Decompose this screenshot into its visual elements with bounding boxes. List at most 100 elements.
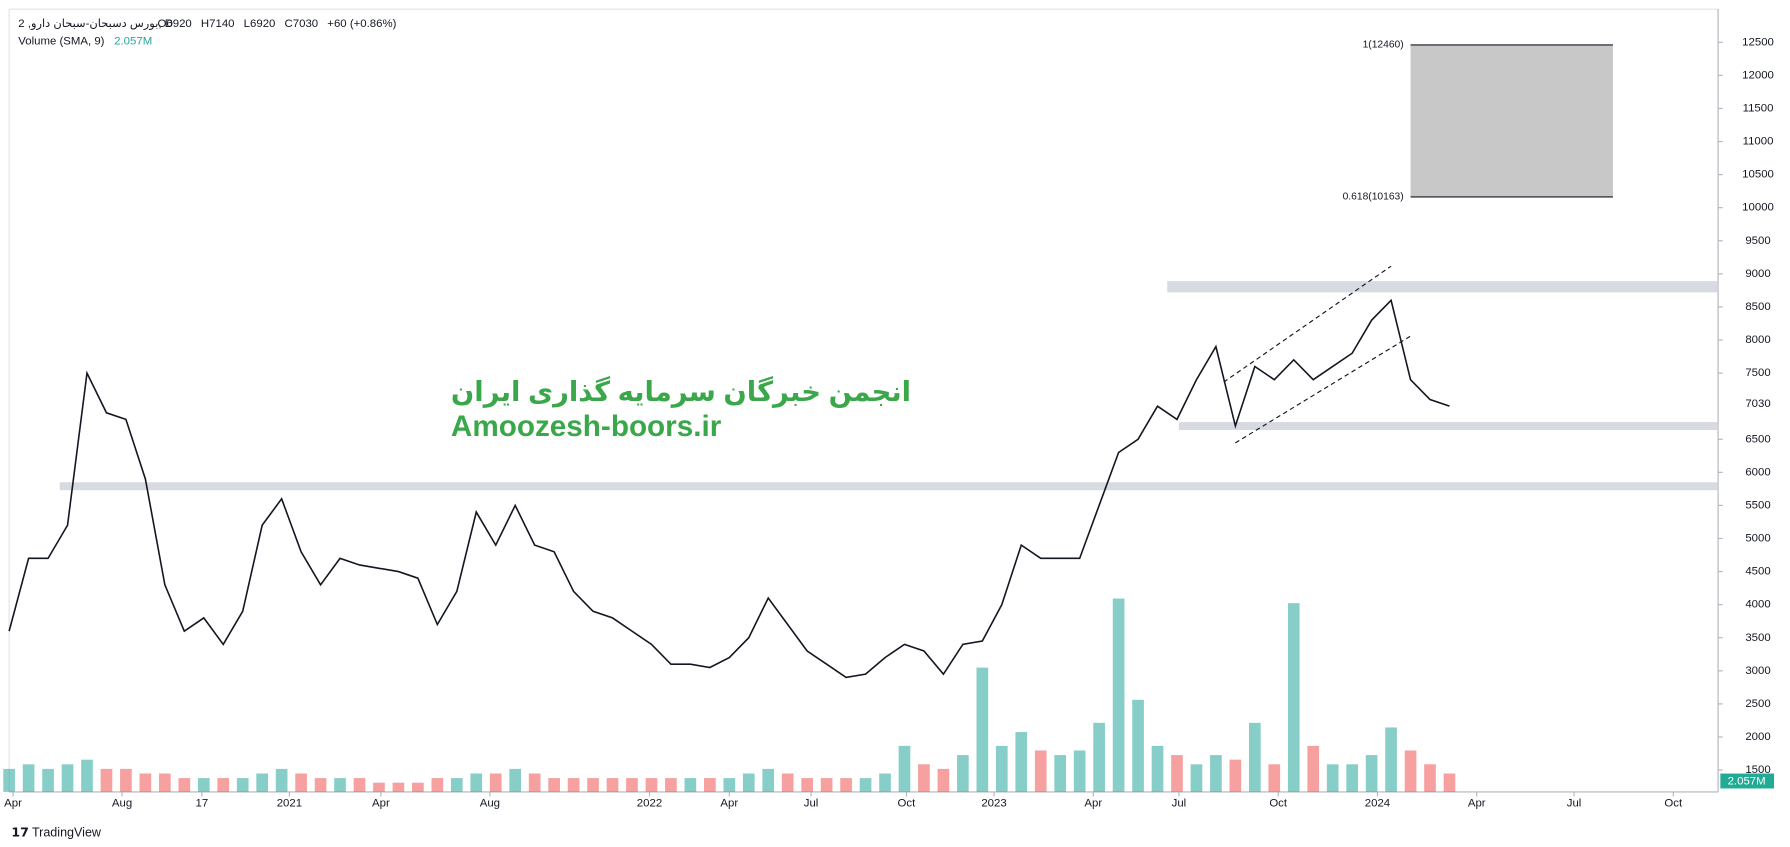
y-tick-label: 4500: [1745, 566, 1770, 578]
volume-bar: [1112, 598, 1125, 792]
volume-bar: [1210, 755, 1222, 792]
symbol: بورس دسبحان-سبحان دارو, 2, D: [18, 18, 173, 31]
brand: TradingView: [32, 826, 102, 840]
volume-bar: [1151, 745, 1164, 792]
y-tick-label: 6500: [1745, 433, 1770, 445]
volume-bar: [22, 764, 35, 792]
volume-bar: [295, 773, 307, 792]
volume-bar: [1385, 727, 1397, 792]
volume-bar: [139, 773, 152, 792]
volume-bar: [353, 778, 366, 792]
volume-bar: [995, 745, 1008, 792]
y-tick-label: 7500: [1745, 367, 1770, 379]
volume-bar: [645, 778, 658, 792]
volume-bar: [1424, 764, 1436, 792]
volume-bar: [723, 778, 736, 792]
ohlc-value: O6920: [158, 18, 192, 30]
x-tick-label: Jul: [804, 797, 819, 809]
volume-bar: [1307, 745, 1320, 792]
y-tick-label: 12000: [1742, 69, 1774, 81]
volume-bar: [1404, 750, 1417, 792]
volume-bar: [528, 773, 541, 792]
y-tick-label: 12500: [1742, 36, 1774, 48]
x-tick-label: Oct: [1664, 797, 1683, 809]
volume-bar: [567, 778, 580, 792]
volume-bar: [159, 773, 171, 792]
x-tick-label: 2022: [637, 797, 662, 809]
volume-title: Volume (SMA, 9): [18, 35, 104, 47]
volume-bar: [1034, 750, 1047, 792]
y-tick-label: 2500: [1745, 698, 1770, 710]
volume-bar: [704, 778, 716, 792]
volume-bar: [1287, 603, 1300, 792]
watermark-site: Amoozesh-boors.ir: [451, 410, 722, 443]
zone: [1178, 422, 1719, 430]
x-tick-label: Apr: [372, 797, 390, 809]
volume-bar: [470, 773, 483, 792]
x-tick-label: Apr: [720, 797, 738, 809]
x-tick-label: Aug: [480, 797, 500, 809]
volume-bar: [81, 759, 93, 792]
volume-bar: [684, 778, 697, 792]
ohlc-value: H7140: [201, 18, 235, 30]
ohlc-value: C7030: [285, 18, 319, 30]
volume-bar: [742, 773, 755, 792]
volume-tag: [1720, 773, 1775, 789]
x-tick-label: Jul: [1172, 797, 1187, 809]
y-tick-label: 5000: [1745, 532, 1770, 544]
x-tick-label: Apr: [1084, 797, 1102, 809]
x-tick-label: Jul: [1567, 797, 1582, 809]
y-tick-label: 10000: [1742, 202, 1774, 214]
volume-bar: [587, 778, 599, 792]
volume-bar: [392, 782, 405, 792]
y-tick-label: 5500: [1745, 499, 1770, 511]
volume-bar: [665, 778, 677, 792]
volume-bar: [820, 778, 833, 792]
channel-line: [1223, 265, 1392, 383]
volume-bar: [548, 778, 560, 792]
volume-bar: [3, 768, 15, 792]
volume-bar: [61, 764, 74, 792]
y-tick-label: 9000: [1745, 268, 1770, 280]
x-tick-label: Oct: [1269, 797, 1288, 809]
volume-bar: [1365, 755, 1378, 792]
x-tick-label: Oct: [898, 797, 917, 809]
volume-bar: [859, 778, 872, 792]
volume-bar: [1015, 732, 1028, 792]
y-tick-label: 8500: [1745, 301, 1770, 313]
watermark-persian: انجمن خبرگان سرمایه گذاری ایران: [451, 376, 911, 408]
volume-bar: [489, 773, 502, 792]
x-tick-label: Apr: [1468, 797, 1486, 809]
volume-bar: [197, 778, 210, 792]
volume-bar: [606, 778, 619, 792]
volume-bar: [1093, 722, 1105, 792]
zone: [59, 482, 1719, 491]
x-tick-label: 2023: [981, 797, 1006, 809]
volume-bar: [373, 782, 385, 792]
volume-bar: [918, 764, 930, 792]
y-tick-label: 3000: [1745, 665, 1770, 677]
y-tick-label: 11500: [1743, 102, 1774, 114]
volume-bar: [120, 768, 132, 792]
volume-bar: [275, 768, 288, 792]
fib-box: [1410, 44, 1613, 197]
brand-icon: 𝟭𝟳: [11, 826, 28, 840]
legend-header: بورس دسبحان-سبحان دارو, 2, D Volume (SMA…: [18, 18, 396, 47]
volume-bar: [42, 768, 54, 792]
ohlc-value: +60 (+0.86%): [327, 18, 396, 30]
y-tick-label: 6000: [1745, 466, 1770, 478]
volume-bar: [236, 778, 249, 792]
y-tick-label: 11000: [1743, 136, 1774, 148]
x-tick-label: 17: [195, 797, 208, 809]
ohlc-value: L6920: [244, 18, 276, 30]
volume-bar: [431, 778, 444, 792]
volume-bar: [1346, 764, 1358, 792]
volume-bar: [100, 768, 113, 792]
last-price-label: 7030: [1745, 398, 1770, 410]
channel-line: [1235, 335, 1411, 444]
volume-bar: [840, 778, 852, 792]
volume-bar: [1171, 755, 1183, 792]
x-tick-label: 2021: [277, 797, 302, 809]
y-tick-label: 4000: [1745, 599, 1770, 611]
volume-bar: [256, 773, 269, 792]
